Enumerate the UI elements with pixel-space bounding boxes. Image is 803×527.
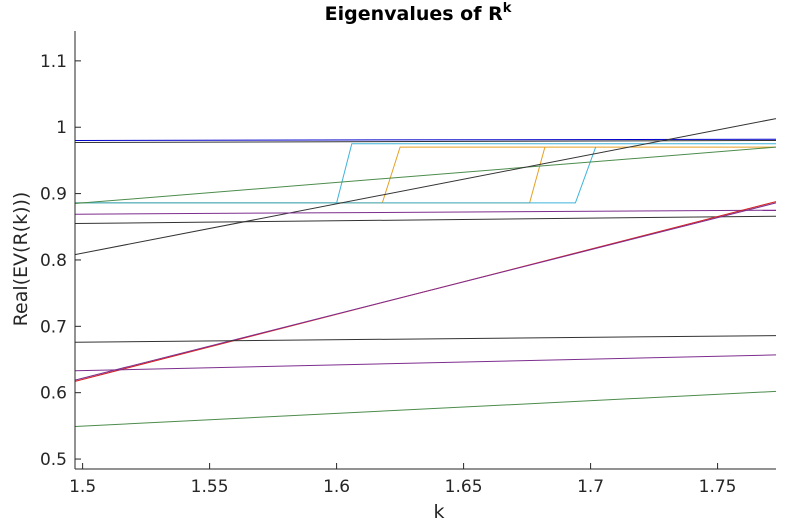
- y-tick-label: 0.8: [40, 251, 67, 271]
- x-tick-label: 1.6: [323, 477, 350, 497]
- series-line-6: [75, 146, 597, 204]
- y-tick-label: 0.7: [40, 317, 67, 337]
- x-ticks: 1.5 1.55 1.6 1.65 1.7 1.75: [69, 463, 737, 497]
- chart-title-superscript: k: [503, 1, 512, 16]
- series-line-9: [74, 209, 777, 215]
- x-tick-label: 1.55: [191, 477, 229, 497]
- chart-title: Eigenvalues of Rk: [325, 1, 512, 25]
- x-tick-label: 1.75: [699, 477, 737, 497]
- series-line-1: [74, 138, 777, 141]
- y-axis-label: Real(EV(R(k))): [10, 192, 32, 327]
- series-line-13: [74, 335, 777, 343]
- x-axis-label: k: [433, 501, 444, 523]
- y-tick-label: 0.5: [40, 450, 67, 470]
- plot-lines: [74, 118, 777, 427]
- series-line-12: [74, 202, 777, 381]
- series-line-10: [74, 215, 777, 224]
- axes: [74, 31, 776, 470]
- y-ticks: 0.5 0.6 0.7 0.8 0.9 1 1.1: [40, 52, 81, 470]
- chart-title-main: Eigenvalues of R: [325, 3, 503, 25]
- series-line-7: [74, 146, 777, 204]
- y-tick-label: 1.1: [40, 52, 67, 72]
- y-tick-label: 0.6: [40, 384, 67, 404]
- series-line-8: [74, 118, 777, 256]
- x-tick-label: 1.7: [577, 477, 604, 497]
- y-tick-label: 1: [56, 118, 67, 138]
- x-tick-label: 1.5: [69, 477, 96, 497]
- series-line-15: [74, 390, 777, 427]
- y-tick-label: 0.9: [40, 185, 67, 205]
- x-tick-label: 1.65: [445, 477, 483, 497]
- series-line-14: [74, 354, 777, 372]
